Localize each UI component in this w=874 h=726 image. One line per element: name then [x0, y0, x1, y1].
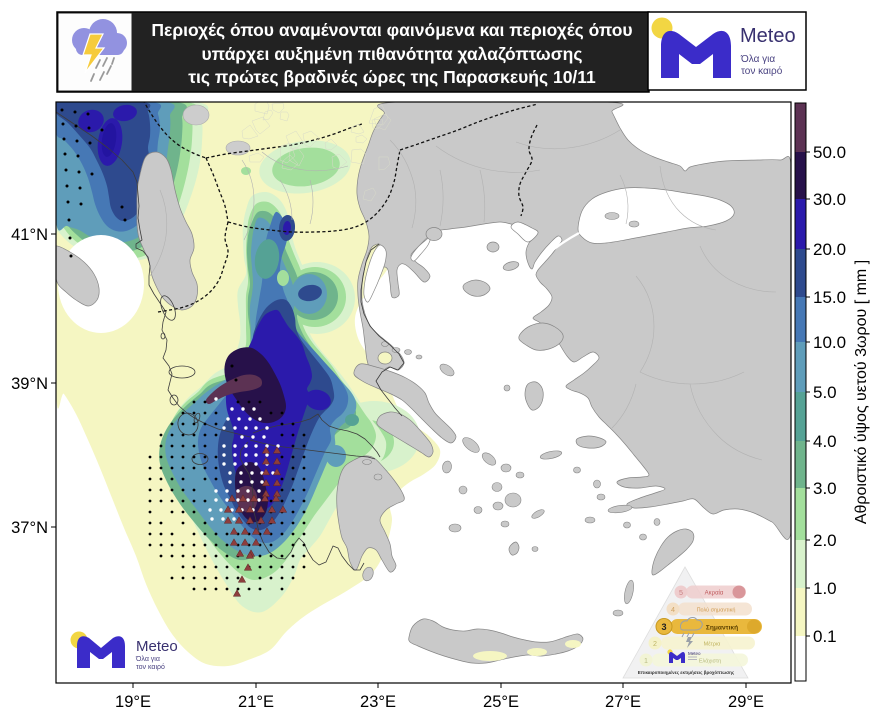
svg-text:21°E: 21°E	[238, 693, 274, 711]
svg-text:τον καιρό: τον καιρό	[741, 65, 783, 77]
svg-text:5: 5	[679, 589, 683, 597]
svg-text:Όλα για: Όλα για	[740, 54, 775, 65]
svg-text:υπάρχει αυξημένη πιθανότητα χα: υπάρχει αυξημένη πιθανότητα χαλαζόπτωσης	[202, 44, 583, 65]
svg-text:20.0: 20.0	[813, 240, 846, 259]
svg-text:29°E: 29°E	[728, 693, 764, 711]
svg-text:2: 2	[653, 640, 657, 648]
svg-text:Meteo: Meteo	[740, 25, 796, 47]
svg-text:50.0: 50.0	[813, 143, 846, 162]
svg-text:Σημαντική: Σημαντική	[706, 625, 738, 632]
svg-text:41°N: 41°N	[11, 226, 48, 244]
svg-text:Όλα για: Όλα για	[135, 656, 160, 663]
svg-text:10.0: 10.0	[813, 333, 846, 352]
svg-text:τον καιρό: τον καιρό	[136, 663, 165, 671]
svg-text:23°E: 23°E	[360, 693, 396, 711]
svg-text:5.0: 5.0	[813, 383, 837, 402]
svg-text:3: 3	[661, 622, 666, 632]
svg-text:Αθροιστικό ύψος υετού 3ωρου [: Αθροιστικό ύψος υετού 3ωρου [ mm ]	[853, 260, 870, 524]
svg-text:3.0: 3.0	[813, 479, 837, 498]
svg-text:Επικαιροποιημένες εκτιμήσεις β: Επικαιροποιημένες εκτιμήσεις βροχόπτωσης	[638, 670, 735, 676]
svg-text:1.0: 1.0	[813, 579, 837, 598]
svg-text:19°E: 19°E	[115, 693, 151, 711]
svg-text:Μέτρια: Μέτρια	[704, 641, 722, 648]
svg-text:1: 1	[644, 657, 648, 665]
svg-text:Ακραία: Ακραία	[705, 591, 724, 597]
svg-text:39°N: 39°N	[11, 375, 48, 393]
svg-text:Meteo: Meteo	[688, 651, 701, 656]
svg-text:2.0: 2.0	[813, 531, 837, 550]
svg-text:37°N: 37°N	[11, 519, 48, 537]
svg-text:Ελάχιστη: Ελάχιστη	[699, 658, 721, 665]
svg-text:Πολύ σημαντική: Πολύ σημαντική	[697, 607, 736, 614]
svg-text:27°E: 27°E	[605, 693, 641, 711]
svg-text:15.0: 15.0	[813, 288, 846, 307]
svg-text:4.0: 4.0	[813, 432, 837, 451]
svg-text:30.0: 30.0	[813, 190, 846, 209]
svg-text:4: 4	[671, 606, 675, 614]
svg-text:τις πρώτες βραδινές ώρες της Π: τις πρώτες βραδινές ώρες της Παρασκευής …	[188, 67, 596, 87]
svg-text:25°E: 25°E	[483, 693, 519, 711]
svg-text:Meteo: Meteo	[136, 638, 178, 655]
svg-text:Περιοχές όπου αναμένονται φαιν: Περιοχές όπου αναμένονται φαινόμενα και …	[151, 20, 632, 40]
svg-text:0.1: 0.1	[813, 627, 837, 646]
